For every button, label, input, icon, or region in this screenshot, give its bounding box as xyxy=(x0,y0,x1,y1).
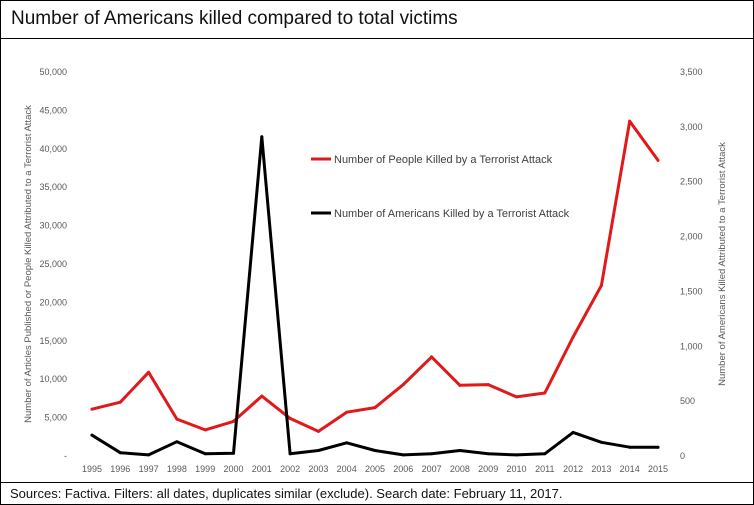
x-tick-label: 2008 xyxy=(450,464,470,474)
right-tick-label: 3,000 xyxy=(680,122,703,132)
x-tick-label: 2011 xyxy=(535,464,554,474)
data-point-1 xyxy=(515,453,518,457)
title-bar: Number of Americans killed compared to t… xyxy=(1,1,753,39)
right-axis-title: Number of Americans Killed Attributed to… xyxy=(717,142,728,386)
x-tick-label: 2007 xyxy=(422,464,442,474)
right-tick-label: 500 xyxy=(680,396,695,406)
left-tick-label: 25,000 xyxy=(39,259,67,269)
data-point-1 xyxy=(232,451,235,455)
x-axis-ticks: 1995 1996 1997 1998 1999 2000 2001 2002 2003 2004… xyxy=(82,464,668,474)
data-point-1 xyxy=(118,451,122,455)
data-point-0 xyxy=(203,428,207,432)
data-point-0 xyxy=(515,395,518,399)
data-point-1 xyxy=(203,452,207,456)
x-tick-label: 2002 xyxy=(280,464,300,474)
data-point-0 xyxy=(345,410,349,414)
source-note: Sources: Factiva. Filters: all dates, du… xyxy=(10,486,563,501)
data-point-0 xyxy=(571,335,575,339)
left-tick-label: 45,000 xyxy=(39,105,67,115)
data-point-0 xyxy=(458,383,462,387)
data-point-1 xyxy=(599,440,603,444)
left-tick-label: 40,000 xyxy=(39,144,67,154)
right-tick-label: 2,000 xyxy=(680,232,703,242)
series-layer xyxy=(90,119,660,457)
x-tick-label: 2012 xyxy=(563,464,583,474)
data-point-1 xyxy=(571,430,575,434)
data-point-0 xyxy=(232,419,235,423)
x-tick-label: 2000 xyxy=(223,464,243,474)
x-tick-label: 1996 xyxy=(110,464,130,474)
legend-label-americans-killed: Number of Americans Killed by a Terroris… xyxy=(334,208,570,220)
data-point-0 xyxy=(316,429,320,433)
x-tick-label: 1997 xyxy=(139,464,159,474)
data-point-0 xyxy=(175,417,179,421)
right-tick-label: 3,500 xyxy=(680,67,703,77)
left-axis-title: Number of Articles Published or People K… xyxy=(23,105,34,423)
x-tick-label: 2010 xyxy=(506,464,526,474)
right-tick-label: 2,500 xyxy=(680,177,703,187)
data-point-0 xyxy=(260,394,264,398)
right-tick-label: 1,000 xyxy=(680,341,703,351)
legend-label-people-killed: Number of People Killed by a Terrorist A… xyxy=(334,154,553,166)
data-point-1 xyxy=(628,445,632,449)
x-tick-label: 1998 xyxy=(167,464,187,474)
left-tick-label: - xyxy=(64,451,67,461)
x-tick-label: 2001 xyxy=(252,464,272,474)
x-tick-label: 2006 xyxy=(393,464,413,474)
data-point-0 xyxy=(543,391,547,395)
right-tick-label: 1,500 xyxy=(680,286,703,296)
chart-title: Number of Americans killed compared to t… xyxy=(11,8,458,29)
data-point-0 xyxy=(599,284,603,288)
data-point-1 xyxy=(90,433,94,437)
data-point-0 xyxy=(656,158,660,162)
data-point-0 xyxy=(373,406,377,410)
data-point-1 xyxy=(486,452,490,456)
data-point-1 xyxy=(543,452,547,456)
data-point-0 xyxy=(430,355,434,359)
data-point-1 xyxy=(430,452,434,456)
left-tick-label: 20,000 xyxy=(39,297,67,307)
left-axis-ticks: - 5,000 10,000 15,000 20,000 25,000 30,000 35,0… xyxy=(39,67,67,461)
data-point-1 xyxy=(345,441,349,445)
data-point-1 xyxy=(401,453,405,457)
source-footer: Sources: Factiva. Filters: all dates, du… xyxy=(1,482,753,505)
x-tick-label: 2003 xyxy=(308,464,328,474)
data-point-1 xyxy=(175,440,179,444)
x-tick-label: 2015 xyxy=(648,464,668,474)
data-point-0 xyxy=(118,400,122,404)
left-tick-label: 10,000 xyxy=(39,374,67,384)
x-tick-label: 2014 xyxy=(620,464,640,474)
x-tick-label: 1995 xyxy=(82,464,102,474)
left-tick-label: 30,000 xyxy=(39,221,67,231)
series-line-0 xyxy=(90,119,660,433)
x-tick-label: 2009 xyxy=(478,464,498,474)
data-point-0 xyxy=(486,383,490,387)
right-tick-label: 0 xyxy=(680,451,685,461)
x-tick-label: 2013 xyxy=(591,464,611,474)
data-point-1 xyxy=(656,445,660,449)
data-point-0 xyxy=(147,370,151,374)
x-tick-label: 1999 xyxy=(195,464,215,474)
left-tick-label: 5,000 xyxy=(44,413,67,423)
data-point-1 xyxy=(373,449,377,453)
data-point-1 xyxy=(458,449,462,453)
data-point-1 xyxy=(260,135,264,139)
data-point-1 xyxy=(288,452,292,456)
left-tick-label: 50,000 xyxy=(39,67,67,77)
data-point-1 xyxy=(316,449,320,453)
data-point-1 xyxy=(147,453,151,457)
x-tick-label: 2004 xyxy=(337,464,357,474)
legend: Number of People Killed by a Terrorist A… xyxy=(311,154,570,220)
data-point-0 xyxy=(90,407,94,411)
data-point-0 xyxy=(628,119,632,123)
right-axis-ticks: 0 500 1,000 1,500 2,000 2,500 3,000 3,500 xyxy=(680,67,703,461)
left-tick-label: 35,000 xyxy=(39,182,67,192)
data-point-0 xyxy=(401,383,405,387)
left-tick-label: 15,000 xyxy=(39,336,67,346)
data-point-0 xyxy=(288,416,292,420)
x-tick-label: 2005 xyxy=(365,464,385,474)
